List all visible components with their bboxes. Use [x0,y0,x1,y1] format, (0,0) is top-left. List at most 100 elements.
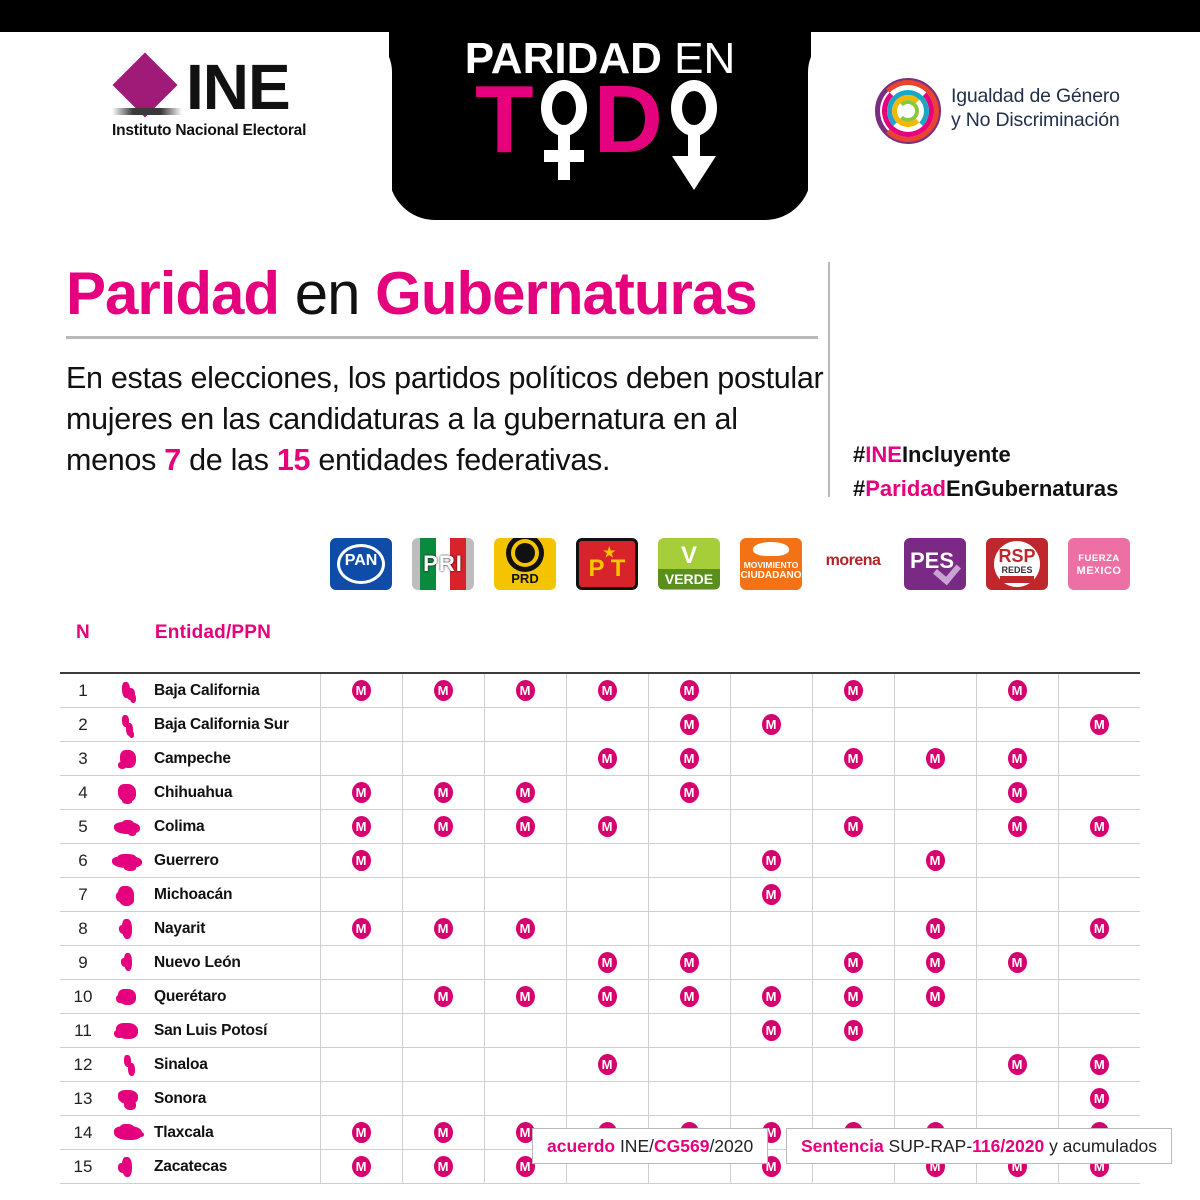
cell-pan: M [320,843,403,878]
campaign-letter-t: T [475,66,534,173]
cell-mc [730,673,813,708]
venus-symbol-icon [535,78,593,198]
header-n: N [60,600,106,672]
cell-pan [320,741,403,776]
row-number: 3 [60,741,106,776]
state-map-icon [106,882,148,908]
cell-fxm: M [1058,1047,1140,1082]
cell-pri: M [402,1149,485,1184]
title-part-gubernaturas: Gubernaturas [375,260,757,327]
cell-pt [566,843,649,878]
cell-pes: M [894,979,977,1014]
cell-morena [812,911,895,946]
parity-marker-badge: M [679,714,699,735]
parity-table-container: PAN PRI PRD ★ P T V VERDE MOVIMIENTO CIUDAD… [0,528,1200,1184]
cell-pt: M [566,979,649,1014]
party-logo-verde: V VERDE [648,528,730,600]
parity-marker-badge: M [925,952,945,973]
parity-marker-badge: M [1089,918,1109,939]
parity-marker-badge: M [843,816,863,837]
subtitle-number-7: 7 [164,443,181,477]
cell-mc: M [730,979,813,1014]
cell-morena [812,877,895,912]
row-number: 5 [60,809,106,844]
cell-mc: M [730,877,813,912]
page-subtitle: En estas elecciones, los partidos políti… [66,358,826,481]
campaign-title-line1: PARIDAD EN [389,36,811,82]
cell-verde [648,843,731,878]
party-logo-fuerza-mexico: FUERZA ME☓ICO [1058,528,1140,600]
entity-name: Zacatecas [154,1157,228,1175]
cell-pan: M [320,1149,403,1184]
table-row: 2 Baja California Sur M M M [60,707,1140,742]
entity-cell: Guerrero [106,843,321,878]
entity-name: Sinaloa [154,1055,208,1073]
parity-marker-badge: M [1089,1054,1109,1075]
cell-mc [730,945,813,980]
entity-name: Sonora [154,1089,207,1107]
ine-logo-shadow [112,108,182,115]
cell-mc [730,1047,813,1082]
igualdad-de-genero-logo: Igualdad de Género y No Discriminación [875,78,1145,148]
cell-pri: M [402,673,485,708]
cell-prd: M [484,673,567,708]
parity-marker-badge: M [433,680,453,701]
table-row: 4 Chihuahua M M M M M [60,775,1140,810]
cell-rsp [976,911,1059,946]
cell-fxm [1058,673,1140,708]
igualdad-line1: Igualdad de Género [951,85,1120,107]
entity-cell: Querétaro [106,979,321,1014]
entity-cell: Colima [106,809,321,844]
column-label-row: N Entidad/PPN [60,600,1140,672]
cell-prd [484,707,567,742]
acuerdo-reference-box[interactable]: acuerdo INE/CG569/2020 [532,1128,769,1164]
cell-mc [730,809,813,844]
sentencia-reference-box[interactable]: Sentencia SUP-RAP-116/2020 y acumulados [786,1128,1173,1164]
parity-marker-badge: M [761,850,781,871]
row-number: 12 [60,1047,106,1082]
parity-marker-badge: M [843,680,863,701]
header-center-black-panel [389,0,811,220]
table-row: 8 Nayarit M M M M M [60,911,1140,946]
cell-fxm [1058,1013,1140,1048]
cell-pt: M [566,809,649,844]
state-map-icon [106,814,148,840]
cell-mc [730,775,813,810]
title-divider [66,336,818,339]
parity-marker-badge: M [679,748,699,769]
cell-pt [566,1013,649,1048]
hash-symbol-1: # [853,442,866,467]
ine-logo-letters: INE [186,51,291,123]
header-entity-label: Entidad/PPN [154,622,272,643]
cell-pri [402,945,485,980]
cell-rsp: M [976,809,1059,844]
header-n-label: N [76,622,90,643]
hashtag-1-rest: Incluyente [901,442,1011,467]
parity-marker-badge: M [679,782,699,803]
title-part-paridad: Paridad [66,260,280,327]
cell-prd [484,1013,567,1048]
cell-pt: M [566,945,649,980]
parity-marker-badge: M [843,986,863,1007]
parity-marker-badge: M [597,952,617,973]
cell-fxm [1058,945,1140,980]
header-left-white-panel [0,32,392,232]
cell-morena: M [812,945,895,980]
cell-mc: M [730,843,813,878]
cell-pt [566,877,649,912]
cell-prd [484,877,567,912]
cell-rsp [976,877,1059,912]
cell-pt [566,1081,649,1116]
cell-fxm [1058,741,1140,776]
table-row: 12 Sinaloa M M M [60,1047,1140,1082]
pan-logo-text: PAN [344,552,378,569]
party-logo-morena: morena [812,528,894,600]
parity-marker-badge: M [515,816,535,837]
rsp-logo-text: RSP [998,546,1036,566]
table-row: 13 Sonora M [60,1081,1140,1116]
cell-rsp [976,843,1059,878]
state-map-icon [106,1086,148,1112]
colored-rings-icon [875,78,941,144]
cell-fxm: M [1058,911,1140,946]
parity-marker-badge: M [351,850,371,871]
